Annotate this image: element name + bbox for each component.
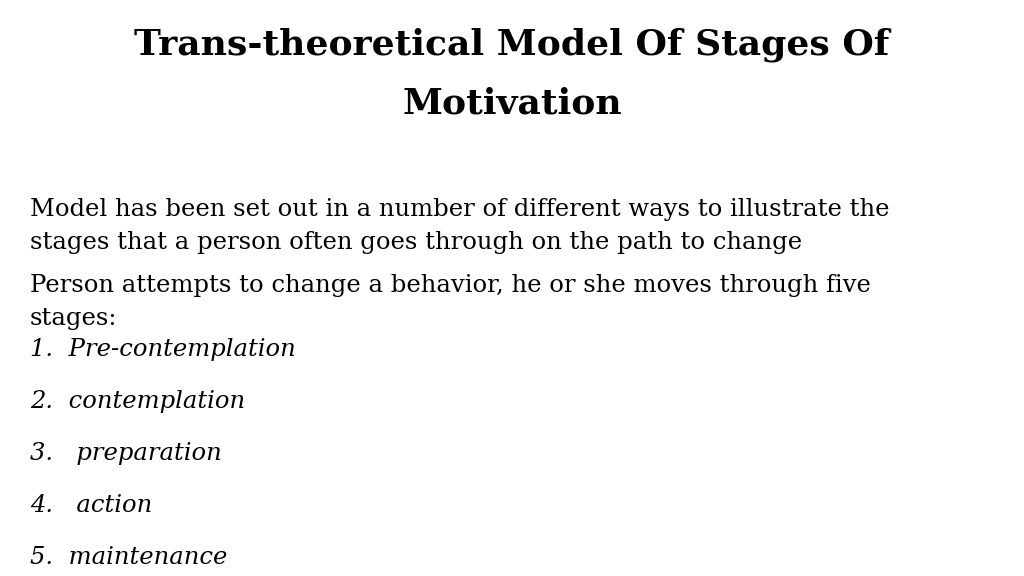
Text: 4.   action: 4. action — [30, 494, 153, 517]
Text: Trans-theoretical Model Of Stages Of: Trans-theoretical Model Of Stages Of — [134, 28, 890, 63]
Text: stages that a person often goes through on the path to change: stages that a person often goes through … — [30, 231, 802, 254]
Text: Motivation: Motivation — [402, 86, 622, 120]
Text: 3.   preparation: 3. preparation — [30, 442, 222, 465]
Text: Person attempts to change a behavior, he or she moves through five: Person attempts to change a behavior, he… — [30, 274, 870, 297]
Text: 2.  contemplation: 2. contemplation — [30, 390, 245, 413]
Text: 1.  Pre-contemplation: 1. Pre-contemplation — [30, 338, 296, 361]
Text: Model has been set out in a number of different ways to illustrate the: Model has been set out in a number of di… — [30, 198, 890, 221]
Text: 5.  maintenance: 5. maintenance — [30, 546, 227, 569]
Text: stages:: stages: — [30, 307, 118, 330]
